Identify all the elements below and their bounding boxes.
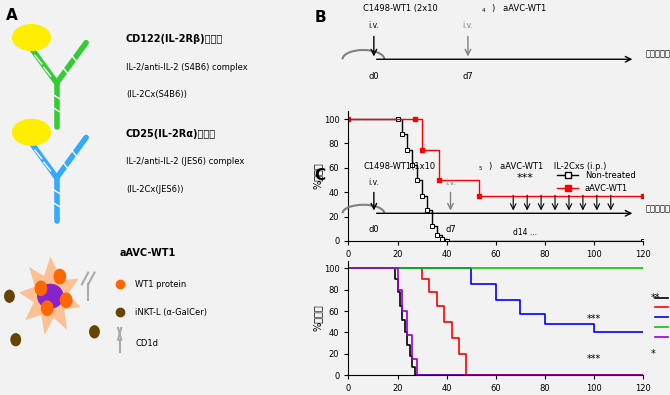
Text: i.v.: i.v.	[445, 178, 456, 187]
Ellipse shape	[13, 119, 50, 145]
Circle shape	[5, 290, 14, 302]
Circle shape	[11, 334, 21, 346]
Text: i.v.: i.v.	[462, 21, 474, 30]
X-axis label: 腫療接設からの日数: 腫療接設からの日数	[470, 265, 522, 275]
Text: IL-2Cxs (i.p.): IL-2Cxs (i.p.)	[537, 162, 606, 171]
Text: C1498-WT1 (2x10: C1498-WT1 (2x10	[363, 4, 438, 13]
Text: d0: d0	[369, 71, 379, 81]
Text: B: B	[315, 10, 326, 25]
Circle shape	[42, 301, 53, 315]
Text: )   aAVC-WT1: ) aAVC-WT1	[492, 4, 547, 13]
Ellipse shape	[13, 24, 50, 50]
Text: 生存率を測定: 生存率を測定	[646, 204, 670, 213]
Text: i.v.: i.v.	[369, 21, 379, 30]
Text: (IL-2Cx(JES6)): (IL-2Cx(JES6))	[126, 185, 184, 194]
Text: CD1d: CD1d	[135, 339, 158, 348]
Text: 生存率を測定: 生存率を測定	[646, 50, 670, 58]
Text: 5: 5	[478, 166, 482, 171]
Text: i.v.: i.v.	[369, 178, 379, 187]
Text: ***: ***	[587, 354, 601, 365]
Text: WT1 protein: WT1 protein	[135, 280, 187, 289]
Text: aAVC-WT1: aAVC-WT1	[120, 248, 176, 258]
Circle shape	[60, 293, 72, 307]
Text: ***: ***	[517, 173, 534, 182]
Text: d7: d7	[445, 225, 456, 234]
Text: *: *	[651, 349, 655, 359]
Text: d14 ...: d14 ...	[513, 228, 537, 237]
Text: IL-2/anti-IL-2 (S4B6) complex: IL-2/anti-IL-2 (S4B6) complex	[126, 63, 248, 71]
Ellipse shape	[38, 284, 63, 308]
Text: (IL-2Cx(S4B6)): (IL-2Cx(S4B6))	[126, 90, 187, 99]
Legend: Non-treated, aAVC-WT1, aAVC-WT1+IL-2Cx(JES6), aAVC-WT1+IL-2Cx(S4B6), IL-2Cx (S4B: Non-treated, aAVC-WT1, aAVC-WT1+IL-2Cx(J…	[652, 293, 670, 343]
Text: d0: d0	[369, 225, 379, 234]
Y-axis label: %生存率: %生存率	[312, 162, 322, 189]
Text: )   aAVC-WT1: ) aAVC-WT1	[489, 162, 543, 171]
Polygon shape	[19, 257, 80, 335]
Text: 4: 4	[482, 8, 485, 13]
Circle shape	[90, 326, 99, 338]
Text: ***: ***	[587, 314, 601, 324]
Text: CD122(IL-2Rβ)指向型: CD122(IL-2Rβ)指向型	[126, 34, 223, 45]
Text: CD25(IL-2Rα)指向型: CD25(IL-2Rα)指向型	[126, 129, 216, 139]
Text: d7: d7	[462, 71, 473, 81]
Text: A: A	[6, 8, 18, 23]
Legend: Non-treated, aAVC-WT1: Non-treated, aAVC-WT1	[554, 168, 639, 197]
Text: C: C	[315, 168, 326, 183]
Text: IL-2/anti-IL-2 (JES6) complex: IL-2/anti-IL-2 (JES6) complex	[126, 158, 245, 166]
Text: C1498-WT1(1x10: C1498-WT1(1x10	[363, 162, 436, 171]
Y-axis label: %生存率: %生存率	[312, 305, 322, 331]
Text: iNKT-L (α-GalCer): iNKT-L (α-GalCer)	[135, 308, 208, 316]
Circle shape	[36, 281, 47, 295]
Circle shape	[54, 269, 66, 284]
Text: **: **	[651, 293, 660, 303]
